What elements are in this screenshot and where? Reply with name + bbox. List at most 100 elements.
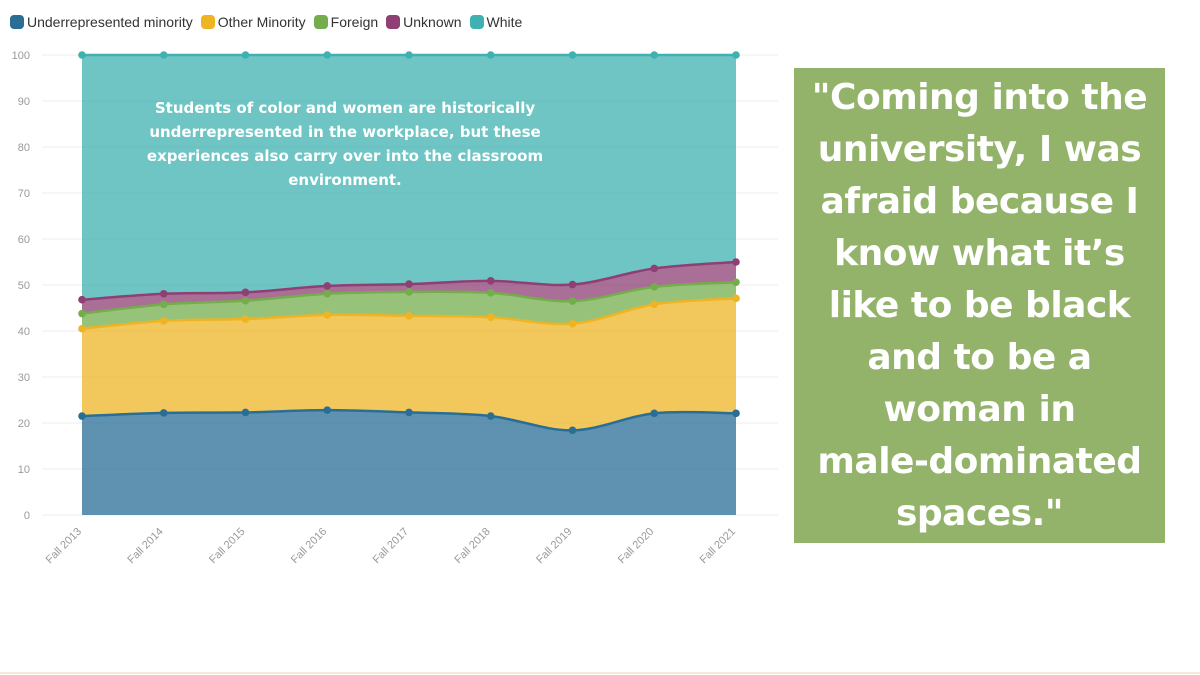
point-other-minority-8 [732, 294, 740, 303]
annotation-line-1: Students of color and women are historic… [154, 99, 536, 117]
point-unknown-7 [650, 264, 659, 273]
point-other-minority-5 [486, 313, 495, 322]
point-white-2 [241, 51, 250, 59]
point-other-minority-2 [241, 315, 250, 323]
legend-swatch-underrepresented [10, 15, 24, 29]
legend-item-foreign[interactable]: Foreign [313, 14, 379, 30]
point-other-minority-7 [650, 300, 659, 309]
point-other-minority-3 [323, 311, 332, 319]
point-white-1 [159, 51, 168, 59]
legend-item-other-minority[interactable]: Other Minority [200, 14, 306, 30]
legend-swatch-unknown [386, 15, 401, 29]
legend-swatch-white [469, 15, 484, 29]
point-other-minority-1 [159, 317, 168, 325]
y-tick-label-70: 70 [18, 188, 30, 200]
x-tick-label-1: Fall 2014 [125, 526, 165, 566]
quote-line-1: "Coming into the [811, 76, 1148, 118]
legend-item-white[interactable]: White [469, 14, 523, 30]
annotation-line-2: underrepresented in the workplace, but t… [149, 123, 541, 141]
y-tick-label-80: 80 [18, 142, 30, 154]
legend-item-unknown[interactable]: Unknown [386, 14, 462, 30]
point-white-7 [650, 51, 659, 59]
point-underrepresented-minority-5 [486, 412, 495, 420]
point-underrepresented-minority-0 [78, 412, 86, 420]
point-foreign-2 [241, 296, 250, 305]
quote-line-6: and to be a [867, 336, 1092, 378]
x-tick-label-4: Fall 2017 [371, 526, 411, 566]
y-tick-label-20: 20 [18, 418, 30, 430]
y-tick-label-90: 90 [18, 96, 30, 108]
point-underrepresented-minority-6 [568, 426, 577, 435]
quote-box: "Coming into the university, I was afrai… [794, 68, 1165, 543]
point-white-6 [568, 51, 577, 59]
y-tick-label-10: 10 [18, 464, 30, 476]
point-white-8 [732, 51, 740, 59]
point-other-minority-0 [78, 324, 86, 333]
point-underrepresented-minority-4 [405, 408, 413, 417]
point-foreign-0 [78, 309, 86, 318]
point-other-minority-6 [568, 319, 577, 328]
point-other-minority-4 [405, 312, 413, 320]
point-unknown-5 [486, 277, 495, 285]
x-tick-label-7: Fall 2020 [616, 526, 656, 566]
point-unknown-8 [732, 258, 740, 266]
legend-swatch-foreign [313, 15, 328, 29]
y-tick-label-0: 0 [24, 510, 30, 522]
stacked-area-chart: 0 10 20 30 40 50 60 70 80 90 100 Fall 2013 Fall 2014… [12, 50, 778, 566]
point-unknown-1 [159, 289, 168, 298]
x-tick-label-2: Fall 2015 [207, 526, 247, 566]
quote-line-8: male-dominated [817, 440, 1142, 482]
point-unknown-3 [323, 282, 332, 290]
y-tick-label-30: 30 [18, 372, 30, 384]
legend-label-unknown: Unknown [403, 14, 462, 30]
point-white-5 [486, 51, 495, 59]
legend-item-underrepresented[interactable]: Underrepresented minority [10, 14, 193, 30]
point-foreign-3 [323, 289, 332, 298]
point-unknown-6 [568, 280, 577, 289]
point-foreign-8 [732, 278, 740, 287]
point-foreign-7 [650, 283, 659, 291]
quote-line-9: spaces." [895, 492, 1064, 534]
quote-line-7: woman in [883, 388, 1076, 430]
point-underrepresented-minority-8 [732, 409, 740, 418]
y-tick-label-60: 60 [18, 234, 30, 246]
annotation-line-4: environment. [288, 171, 402, 189]
bottom-divider [0, 672, 1200, 674]
quote-line-2: university, I was [817, 128, 1142, 170]
chart-annotation: Students of color and women are historic… [110, 96, 580, 192]
x-tick-label-0: Fall 2013 [44, 526, 84, 566]
point-foreign-4 [405, 288, 413, 296]
x-tick-label-8: Fall 2021 [698, 526, 738, 566]
quote-line-5: like to be black [828, 284, 1131, 326]
point-unknown-4 [405, 280, 413, 288]
point-white-3 [323, 51, 332, 59]
legend-swatch-other-minority [200, 15, 215, 29]
y-tick-label-50: 50 [18, 280, 30, 292]
area-underrepresented-minority [82, 410, 736, 515]
legend-label-underrepresented: Underrepresented minority [27, 14, 193, 30]
point-foreign-6 [568, 297, 577, 305]
area-other-minority [82, 298, 736, 431]
point-unknown-0 [78, 295, 86, 304]
point-underrepresented-minority-2 [241, 408, 250, 417]
y-tick-label-100: 100 [12, 50, 30, 62]
point-white-4 [405, 51, 413, 59]
quote-line-3: afraid because I [820, 180, 1139, 222]
y-tick-label-40: 40 [18, 326, 30, 338]
point-underrepresented-minority-1 [159, 409, 168, 417]
point-foreign-1 [159, 300, 168, 309]
x-tick-label-5: Fall 2018 [452, 526, 492, 566]
legend-label-foreign: Foreign [330, 14, 379, 30]
legend-label-other-minority: Other Minority [217, 14, 306, 30]
x-tick-label-3: Fall 2016 [289, 526, 329, 566]
area-white [82, 55, 736, 300]
quote-line-4: know what it’s [834, 232, 1125, 274]
point-white-0 [78, 51, 86, 59]
legend-label-white: White [486, 14, 523, 30]
chart-legend: Underrepresented minority Other Minority… [10, 12, 522, 32]
point-underrepresented-minority-7 [650, 409, 659, 418]
point-underrepresented-minority-3 [323, 406, 332, 414]
quote-text: "Coming into the university, I was afrai… [811, 72, 1148, 540]
point-unknown-2 [241, 288, 250, 297]
annotation-line-3: experiences also carry over into the cla… [146, 147, 544, 165]
